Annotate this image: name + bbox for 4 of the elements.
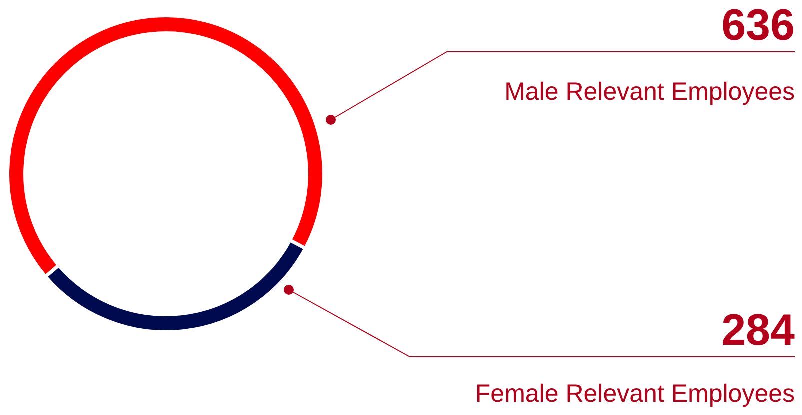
slice-label: Male Relevant Employees [504, 78, 795, 106]
data-label: 284 [722, 306, 796, 355]
slice-label: Female Relevant Employees [475, 380, 795, 408]
data-label: 636 [722, 1, 795, 50]
